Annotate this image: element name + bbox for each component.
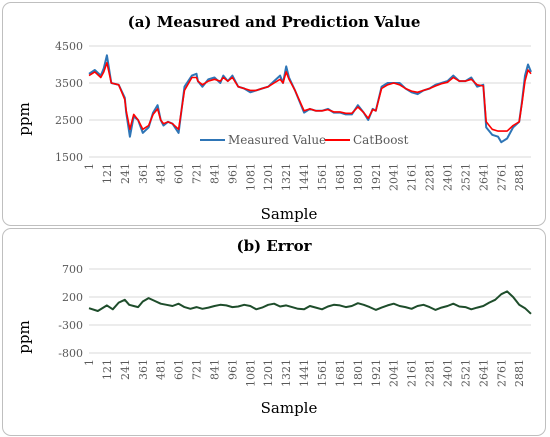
x-tick-label: 961 [226, 163, 239, 184]
chart-a-legend: Measured Value CatBoost [200, 133, 409, 147]
x-tick-label: 1441 [298, 163, 311, 191]
chart-a-y-label: ppm [15, 102, 33, 135]
x-tick-label: 1561 [316, 163, 329, 191]
y-tick-label: 700 [62, 263, 83, 276]
x-tick-label: 121 [101, 163, 114, 184]
x-tick-label: 1921 [370, 359, 383, 387]
x-tick-label: 2401 [441, 163, 454, 191]
x-tick-label: 2761 [495, 163, 508, 191]
chart-panel-b: (b) Error 700 200 -300 -800 1 121 241 361 481 60… [2, 228, 546, 436]
y-tick-label: -300 [58, 319, 83, 332]
x-tick-label: 1441 [298, 359, 311, 387]
x-tick-label: 1 [83, 359, 96, 366]
x-tick-label: 2281 [424, 163, 437, 191]
x-tick-label: 1801 [352, 163, 365, 191]
x-tick-label: 481 [155, 163, 168, 184]
x-tick-label: 1321 [280, 163, 293, 191]
x-tick-label: 241 [119, 359, 132, 380]
chart-a-title: (a) Measured and Prediction Value [128, 13, 421, 31]
x-tick-label: 2881 [513, 359, 526, 387]
x-tick-label: 481 [155, 359, 168, 380]
y-tick-label: 200 [62, 291, 83, 304]
x-tick-label: 2881 [513, 163, 526, 191]
series-line-0 [88, 54, 532, 144]
chart-b-y-ticks: 700 200 -300 -800 [58, 263, 83, 360]
chart-b-series [88, 290, 532, 315]
x-tick-label: 841 [208, 359, 221, 380]
x-tick-label: 601 [173, 163, 186, 184]
x-tick-label: 1561 [316, 359, 329, 387]
x-tick-label: 721 [191, 359, 204, 380]
x-tick-label: 2641 [477, 163, 490, 191]
chart-b-x-ticks: 1 121 241 361 481 601 721 841 961 1081 1201 1321 144… [83, 359, 526, 387]
chart-b-x-label: Sample [261, 399, 318, 417]
x-tick-label: 2161 [406, 163, 419, 191]
chart-a-x-ticks: 1 121 241 361 481 601 721 841 961 1081 1201 1321 144… [83, 163, 526, 191]
chart-b-title: (b) Error [236, 237, 312, 255]
legend-label-measured: Measured Value [228, 133, 326, 147]
chart-b-svg: (b) Error 700 200 -300 -800 1 121 241 361 481 60… [15, 237, 532, 417]
y-tick-label: 4500 [55, 40, 83, 53]
x-tick-label: 1681 [334, 163, 347, 191]
x-tick-label: 841 [208, 163, 221, 184]
x-tick-label: 2161 [406, 359, 419, 387]
x-tick-label: 361 [137, 359, 150, 380]
x-tick-label: 1081 [244, 359, 257, 387]
x-tick-label: 2041 [388, 163, 401, 191]
x-tick-label: 601 [173, 359, 186, 380]
chart-b-y-label: ppm [15, 320, 33, 353]
chart-a-series [88, 54, 532, 144]
chart-a-svg: (a) Measured and Prediction Value 1500 25… [15, 13, 532, 223]
x-tick-label: 121 [101, 359, 114, 380]
series-line-1 [88, 61, 532, 132]
x-tick-label: 2641 [477, 359, 490, 387]
legend-label-catboost: CatBoost [353, 133, 409, 147]
y-tick-label: -800 [58, 347, 83, 360]
x-tick-label: 2281 [424, 359, 437, 387]
series-line-0 [88, 290, 532, 315]
x-tick-label: 241 [119, 163, 132, 184]
chart-a-gridlines [89, 45, 531, 158]
y-tick-label: 1500 [55, 151, 83, 164]
chart-a-y-ticks: 1500 2500 3500 4500 [55, 40, 83, 164]
y-tick-label: 2500 [55, 114, 83, 127]
x-tick-label: 1201 [262, 163, 275, 191]
chart-panel-a: (a) Measured and Prediction Value 1500 25… [2, 2, 546, 226]
x-tick-label: 1921 [370, 163, 383, 191]
x-tick-label: 361 [137, 163, 150, 184]
y-tick-label: 3500 [55, 77, 83, 90]
x-tick-label: 1801 [352, 359, 365, 387]
x-tick-label: 2521 [459, 163, 472, 191]
chart-b-gridlines [89, 268, 531, 354]
x-tick-label: 2041 [388, 359, 401, 387]
x-tick-label: 1681 [334, 359, 347, 387]
x-tick-label: 2761 [495, 359, 508, 387]
chart-a-x-label: Sample [261, 205, 318, 223]
x-tick-label: 961 [226, 359, 239, 380]
x-tick-label: 721 [191, 163, 204, 184]
x-tick-label: 1 [83, 163, 96, 170]
x-tick-label: 1321 [280, 359, 293, 387]
x-tick-label: 1081 [244, 163, 257, 191]
x-tick-label: 1201 [262, 359, 275, 387]
x-tick-label: 2401 [441, 359, 454, 387]
x-tick-label: 2521 [459, 359, 472, 387]
